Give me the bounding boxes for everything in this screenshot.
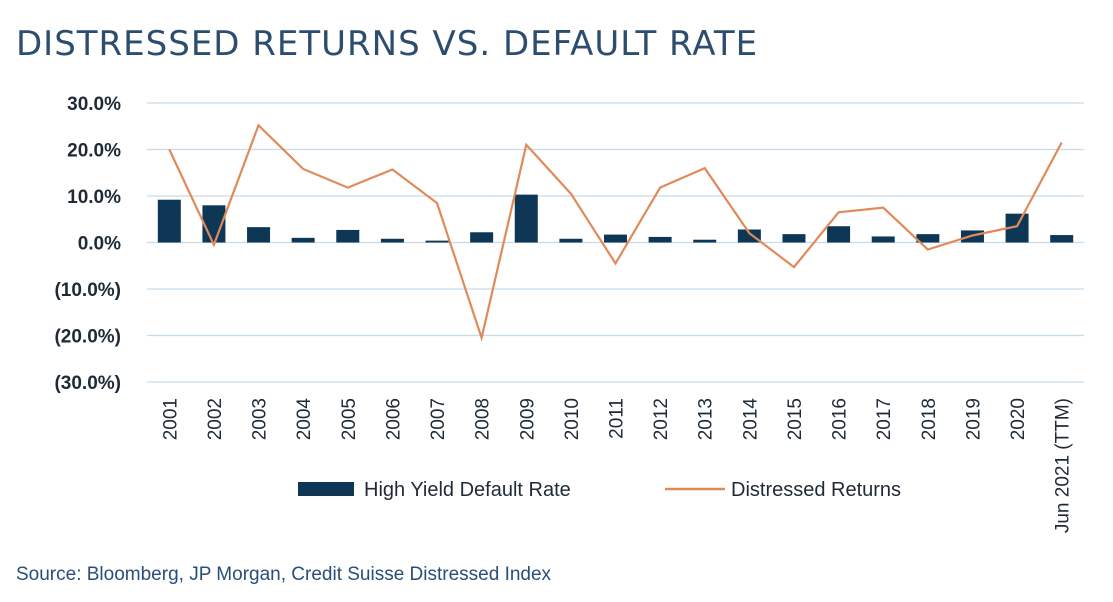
bar-default-rate [425,240,449,243]
bar-default-rate [648,236,672,243]
x-tick-label: 2003 [250,398,271,440]
bar-default-rate [916,234,940,243]
y-tick-label: (30.0%) [54,373,121,394]
y-tick-label: (10.0%) [54,280,121,301]
x-tick-label: 2006 [383,398,404,440]
bar-default-rate [1005,213,1029,243]
bar-default-rate [336,229,360,243]
bar-default-rate [693,239,717,243]
bar-default-rate [1050,235,1074,243]
x-tick-label: 2010 [562,398,583,440]
x-tick-label: 2018 [919,398,940,440]
y-tick-label: 20.0% [67,141,121,162]
bar-default-rate [291,237,315,243]
line-distressed-returns [168,123,1063,342]
x-tick-label: 2013 [696,398,717,440]
chart-svg: 30.0% 20.0% 10.0% 0.0% (10.0%) (20.0%) (30.0%)… [54,94,1084,534]
bar-default-rate [737,229,761,243]
y-tick-label: 0.0% [78,234,121,255]
x-tick-label: 2011 [607,398,628,439]
source-note: Source: Bloomberg, JP Morgan, Credit Sui… [16,564,552,585]
bar-default-rate [247,227,271,243]
bar-default-rate [604,234,627,243]
x-tick-label: 2016 [830,398,851,440]
legend-swatch-default-rate [298,482,354,496]
chart-title: DISTRESSED RETURNS VS. DEFAULT RATE [16,24,759,64]
x-tick-label: 2001 [160,398,181,440]
bar-default-rate [559,238,583,243]
bar-default-rate [157,199,181,243]
y-axis-ticks: 30.0% 20.0% 10.0% 0.0% (10.0%) (20.0%) (30.0%) [54,94,121,394]
x-tick-label: 2002 [205,398,226,440]
legend: High Yield Default Rate Distressed Retur… [298,479,901,501]
bar-default-rate [871,236,895,243]
y-tick-label: 30.0% [67,94,121,115]
x-tick-label: 2012 [651,398,672,440]
x-tick-label: 2020 [1008,398,1029,440]
bar-default-rate [380,238,404,243]
legend-label-distressed-returns: Distressed Returns [731,479,901,501]
legend-label-default-rate: High Yield Default Rate [364,479,571,501]
y-tick-label: (20.0%) [54,327,121,348]
x-tick-label: 2009 [517,398,538,440]
bar-default-rate [827,226,851,243]
bar-default-rate [470,232,494,243]
x-tick-label: 2014 [740,398,761,441]
x-tick-label: 2015 [785,398,806,440]
line-series-distressed-returns [168,123,1063,342]
x-tick-label: 2008 [473,398,494,440]
y-tick-label: 10.0% [67,187,121,208]
x-tick-label: 2019 [963,398,984,440]
x-axis-ticks: 2001 2002 2003 2004 2005 2006 2007 2008 2009 2010… [160,398,1073,534]
bar-default-rate [782,234,806,243]
x-tick-label: 2007 [428,398,449,440]
x-tick-label: 2017 [874,398,895,440]
bar-default-rate [514,194,538,243]
x-tick-label: Jun 2021 (TTM) [1053,398,1074,533]
x-tick-label: 2004 [294,398,315,441]
bar-series-default-rate [157,194,1074,243]
x-tick-label: 2005 [339,398,360,440]
